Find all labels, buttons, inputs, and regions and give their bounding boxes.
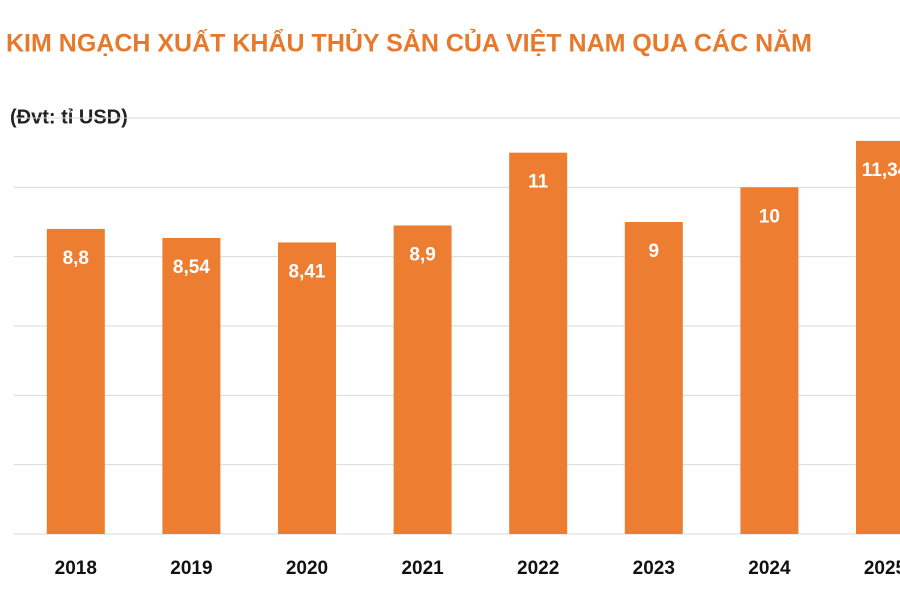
chart-title: KIM NGẠCH XUẤT KHẨU THỦY SẢN CỦA VIỆT NA…	[6, 28, 812, 58]
x-tick-label: 2019	[170, 558, 212, 579]
x-tick-label: 2022	[517, 558, 559, 579]
x-tick-label: 2018	[55, 558, 97, 579]
x-tick-label: 2020	[286, 558, 328, 579]
bar	[46, 228, 105, 534]
value-label: 10	[759, 206, 780, 227]
value-label: 8,41	[289, 261, 326, 282]
x-tick-label: 2021	[401, 558, 444, 579]
value-label: 8,8	[63, 248, 89, 269]
value-label: 8,9	[409, 244, 435, 265]
x-tick-label: 2023	[633, 558, 675, 579]
bar	[162, 237, 221, 535]
bar	[856, 140, 900, 534]
value-label: 8,54	[173, 257, 210, 278]
bar	[740, 187, 799, 535]
bar	[509, 152, 568, 534]
bar	[278, 242, 336, 534]
value-label: 11,34	[862, 160, 900, 181]
x-tick-label: 2024	[748, 558, 791, 579]
value-label: 11	[528, 172, 549, 193]
x-tick-label: 2025	[864, 558, 900, 579]
chart-subtitle: (Đvt: tỉ USD)	[10, 106, 128, 128]
bar	[624, 222, 683, 534]
bar	[393, 225, 452, 534]
value-label: 9	[649, 241, 660, 262]
